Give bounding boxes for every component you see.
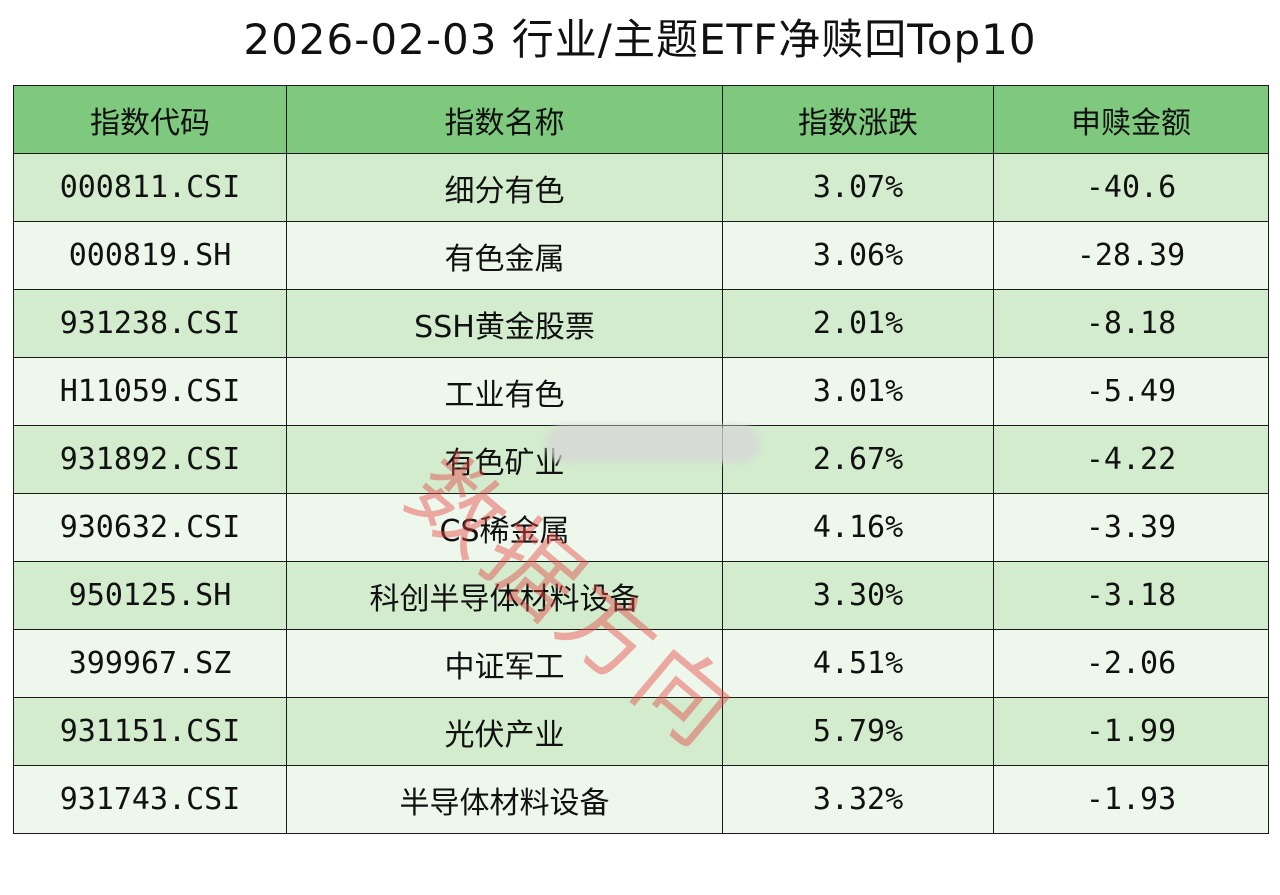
cell-index-change: 4.51% [722, 629, 994, 698]
cell-net-flow: -4.22 [993, 425, 1269, 494]
cell-index-change: 3.07% [722, 153, 994, 222]
cell-index-code: 931238.CSI [13, 289, 287, 358]
cell-net-flow: -40.6 [993, 153, 1269, 222]
cell-index-code: 000819.SH [13, 221, 287, 290]
table-row: 931892.CSI 有色矿业 2.67% -4.22 [13, 425, 1269, 494]
table-header-row: 指数代码 指数名称 指数涨跌 申赎金额 [13, 85, 1269, 154]
cell-index-name: 工业有色 [286, 357, 723, 426]
table-row: 930632.CSI CS稀金属 4.16% -3.39 [13, 493, 1269, 562]
cell-index-change: 3.30% [722, 561, 994, 630]
cell-index-code: 950125.SH [13, 561, 287, 630]
cell-index-change: 3.32% [722, 765, 994, 834]
cell-net-flow: -3.39 [993, 493, 1269, 562]
table-row: 000811.CSI 细分有色 3.07% -40.6 [13, 153, 1269, 222]
table-row: H11059.CSI 工业有色 3.01% -5.49 [13, 357, 1269, 426]
cell-index-code: 931892.CSI [13, 425, 287, 494]
cell-index-change: 2.67% [722, 425, 994, 494]
cell-index-change: 2.01% [722, 289, 994, 358]
cell-index-name: 细分有色 [286, 153, 723, 222]
cell-net-flow: -1.93 [993, 765, 1269, 834]
table-row: 000819.SH 有色金属 3.06% -28.39 [13, 221, 1269, 290]
chart-title: 2026-02-03 行业/主题ETF净赎回Top10 [243, 15, 1037, 64]
cell-index-code: 930632.CSI [13, 493, 287, 562]
table-row: 399967.SZ 中证军工 4.51% -2.06 [13, 629, 1269, 698]
cell-index-name: 中证军工 [286, 629, 723, 698]
cell-index-name: 科创半导体材料设备 [286, 561, 723, 630]
table-row: 950125.SH 科创半导体材料设备 3.30% -3.18 [13, 561, 1269, 630]
cell-index-name: 有色金属 [286, 221, 723, 290]
cell-index-name: 光伏产业 [286, 697, 723, 766]
cell-net-flow: -3.18 [993, 561, 1269, 630]
cell-index-code: 931743.CSI [13, 765, 287, 834]
table-row: 931743.CSI 半导体材料设备 3.32% -1.93 [13, 765, 1269, 834]
header-index-change: 指数涨跌 [722, 85, 994, 154]
cell-index-change: 3.06% [722, 221, 994, 290]
header-net-flow: 申赎金额 [993, 85, 1269, 154]
cell-index-change: 3.01% [722, 357, 994, 426]
header-index-name: 指数名称 [286, 85, 723, 154]
header-index-code: 指数代码 [13, 85, 287, 154]
cell-index-name: 半导体材料设备 [286, 765, 723, 834]
table-body: 000811.CSI 细分有色 3.07% -40.6 000819.SH 有色金属 3.0… [13, 153, 1269, 834]
table-row: 931238.CSI SSH黄金股票 2.01% -8.18 [13, 289, 1269, 358]
cell-index-name: CS稀金属 [286, 493, 723, 562]
cell-net-flow: -1.99 [993, 697, 1269, 766]
table-row: 931151.CSI 光伏产业 5.79% -1.99 [13, 697, 1269, 766]
cell-index-code: 931151.CSI [13, 697, 287, 766]
data-table: 指数代码 指数名称 指数涨跌 申赎金额 000811.CSI 细分有色 3.07% -… [13, 85, 1269, 834]
cell-net-flow: -2.06 [993, 629, 1269, 698]
blurred-redaction [545, 425, 760, 463]
cell-index-change: 4.16% [722, 493, 994, 562]
cell-index-code: 000811.CSI [13, 153, 287, 222]
cell-index-code: H11059.CSI [13, 357, 287, 426]
cell-index-change: 5.79% [722, 697, 994, 766]
cell-index-code: 399967.SZ [13, 629, 287, 698]
cell-net-flow: -5.49 [993, 357, 1269, 426]
cell-net-flow: -28.39 [993, 221, 1269, 290]
cell-net-flow: -8.18 [993, 289, 1269, 358]
cell-index-name: SSH黄金股票 [286, 289, 723, 358]
